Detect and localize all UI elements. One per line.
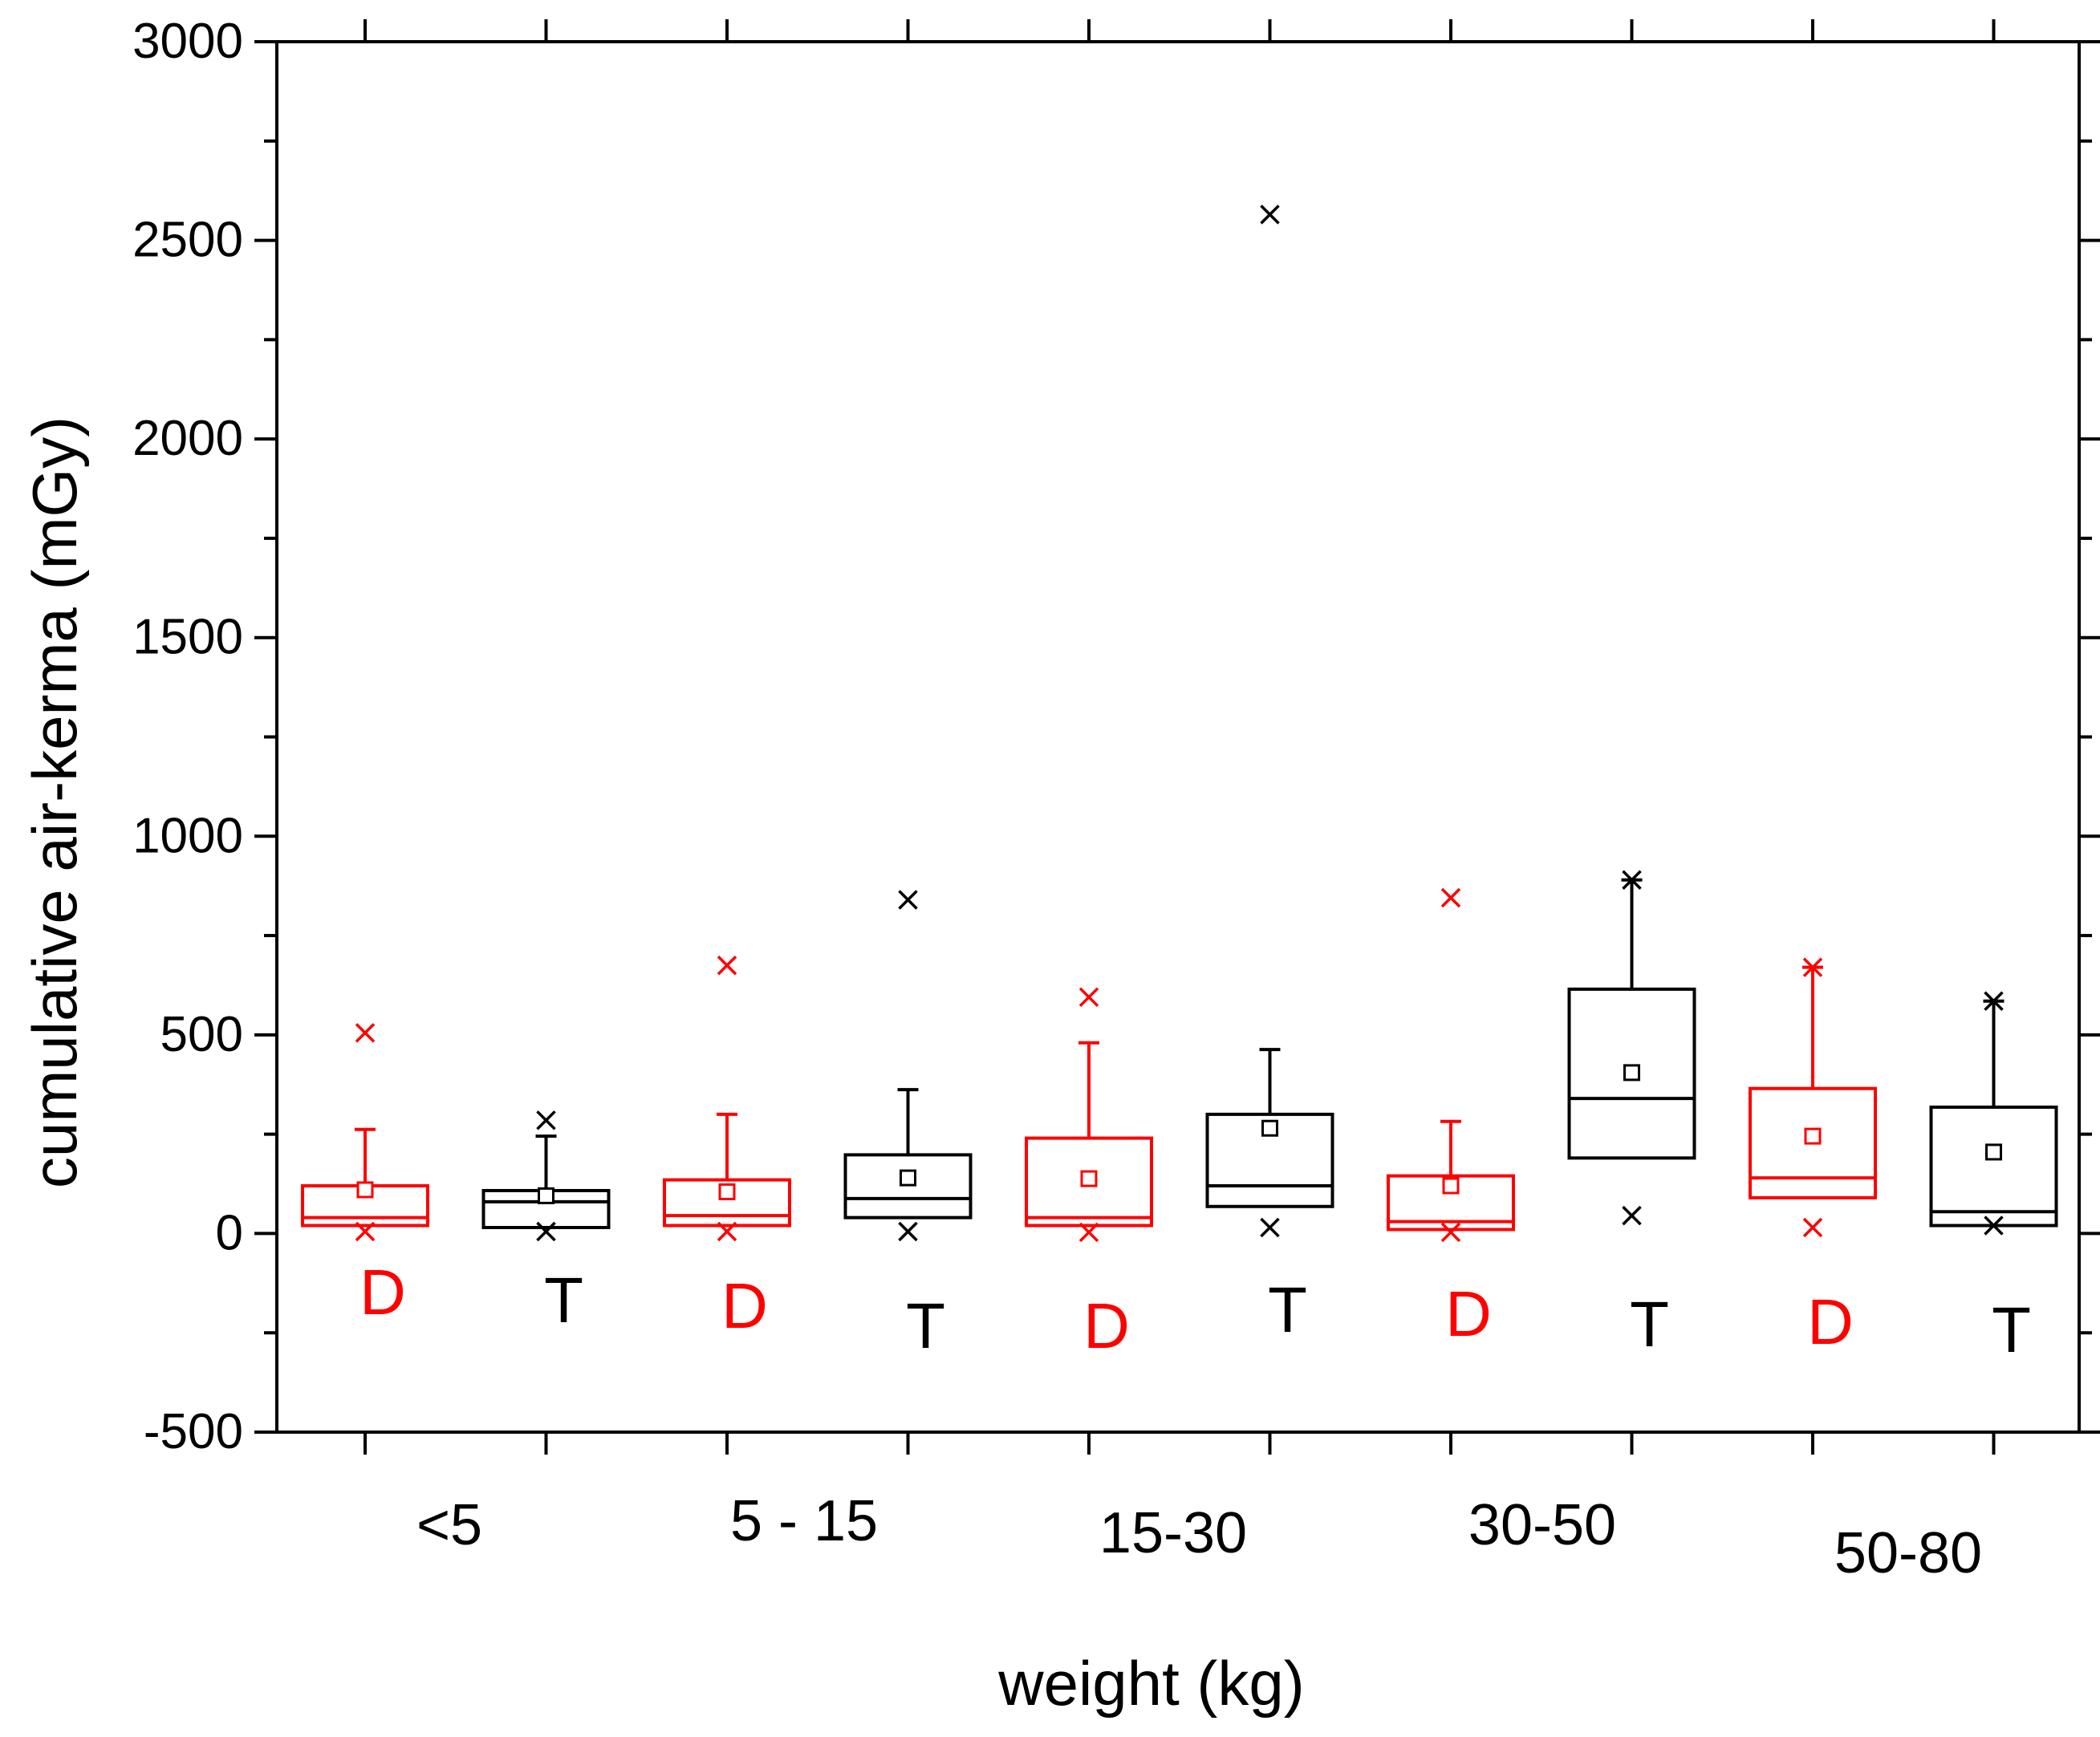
series-letter-d: D [359, 1256, 406, 1328]
box-d-0 [301, 1023, 429, 1242]
y-tick-label: 0 [216, 1205, 243, 1260]
box-d-8 [1749, 957, 1877, 1238]
min-marker [1440, 1222, 1461, 1243]
boxes-layer [301, 205, 2058, 1243]
cross-stroke-b [717, 1221, 737, 1242]
series-letter-d: D [1807, 1286, 1854, 1358]
cross-stroke-b [536, 1110, 556, 1130]
max-marker [898, 890, 918, 910]
box-t-7 [1567, 870, 1696, 1226]
x-group-label: 15-30 [1099, 1501, 1247, 1565]
y-tick-label: -500 [144, 1404, 243, 1459]
max-marker [717, 955, 737, 976]
cross-stroke-b [717, 955, 737, 976]
cross-stroke-b [898, 1221, 918, 1242]
mean-marker [1442, 1177, 1460, 1195]
iqr-box [1025, 1136, 1153, 1228]
max-marker [1802, 957, 1823, 977]
cross-stroke-b [355, 1221, 376, 1242]
series-letter-t: T [1268, 1274, 1307, 1345]
min-marker [1260, 1217, 1280, 1238]
max-marker [355, 1023, 376, 1043]
cross-stroke-b [1078, 1222, 1099, 1243]
x-group-label: 5 - 15 [730, 1489, 878, 1553]
mean-marker [356, 1181, 374, 1199]
cross-stroke-b [1802, 1217, 1823, 1238]
y-tick-label: 2000 [132, 411, 243, 466]
cross-stroke-b [1260, 1217, 1280, 1238]
axis-ticks [254, 19, 2100, 1455]
max-marker [1260, 205, 1280, 225]
cross-stroke-b [1802, 957, 1823, 977]
min-marker [1802, 1217, 1823, 1238]
cross-stroke-b [1440, 1222, 1461, 1243]
series-letter-t: T [1630, 1289, 1669, 1360]
min-marker [898, 1221, 918, 1242]
cross-stroke-b [355, 1023, 376, 1043]
mean-marker [538, 1187, 554, 1204]
min-marker [717, 1221, 737, 1242]
mean-marker [718, 1183, 736, 1200]
min-marker [536, 1221, 556, 1242]
box-t-9 [1929, 991, 2058, 1236]
min-marker [355, 1221, 376, 1242]
cross-stroke-b [1622, 870, 1642, 890]
iqr-box [663, 1178, 791, 1228]
box-t-1 [481, 1110, 611, 1242]
iqr-box [843, 1153, 973, 1220]
box-d-6 [1387, 887, 1515, 1243]
mean-marker [1804, 1127, 1822, 1145]
cross-stroke-b [1622, 1205, 1642, 1226]
x-axis-label: weight (kg) [997, 1648, 1304, 1719]
cross-stroke-b [536, 1221, 556, 1242]
y-tick-label: 500 [160, 1007, 243, 1062]
box-d-2 [663, 955, 791, 1242]
series-letter-d: D [1445, 1278, 1492, 1349]
mean-marker [1985, 1143, 2002, 1161]
x-group-label: 50-80 [1834, 1521, 1982, 1585]
box-d-4 [1025, 987, 1153, 1243]
cross-stroke-b [1078, 987, 1099, 1008]
mean-marker [900, 1169, 916, 1187]
x-group-labels: <5 5 - 15 15-30 30-50 50-80 [416, 1489, 1982, 1585]
min-marker [1984, 1215, 2004, 1236]
y-tick-label: 1500 [132, 610, 243, 665]
cross-stroke-b [1984, 991, 2004, 1012]
iqr-box [1387, 1174, 1515, 1232]
series-letter-d: D [721, 1270, 768, 1341]
max-marker [536, 1110, 556, 1130]
iqr-box [1567, 987, 1696, 1160]
y-tick-labels: -500 0 500 1000 1500 2000 2500 3000 [132, 14, 243, 1459]
box-t-5 [1205, 205, 1334, 1238]
series-letter-t: T [544, 1264, 583, 1336]
max-marker [1440, 887, 1461, 908]
series-letter-t: T [1992, 1294, 2031, 1366]
mean-marker [1261, 1119, 1278, 1137]
min-marker [1078, 1222, 1099, 1243]
max-marker [1078, 987, 1099, 1008]
cross-stroke-b [898, 890, 918, 910]
y-axis-label: cumulative air-kerma (mGy) [19, 416, 90, 1188]
box-t-3 [843, 890, 973, 1242]
x-group-label: 30-50 [1468, 1493, 1616, 1557]
x-group-label: <5 [416, 1493, 482, 1557]
series-letter-d: D [1083, 1290, 1130, 1362]
plot-frame [275, 40, 2081, 1434]
series-letter-t: T [906, 1290, 945, 1362]
y-tick-label: 3000 [132, 14, 243, 69]
iqr-box [1205, 1112, 1334, 1208]
y-tick-label: 1000 [132, 808, 243, 863]
mean-marker [1623, 1064, 1640, 1082]
iqr-box [1749, 1086, 1877, 1199]
mean-marker [1080, 1170, 1098, 1187]
y-tick-label: 2500 [132, 213, 243, 268]
cross-stroke-b [1440, 887, 1461, 908]
cross-stroke-b [1260, 205, 1280, 225]
cross-stroke-b [1984, 1215, 2004, 1236]
min-marker [1622, 1205, 1642, 1226]
max-marker [1984, 991, 2004, 1012]
max-marker [1622, 870, 1642, 890]
